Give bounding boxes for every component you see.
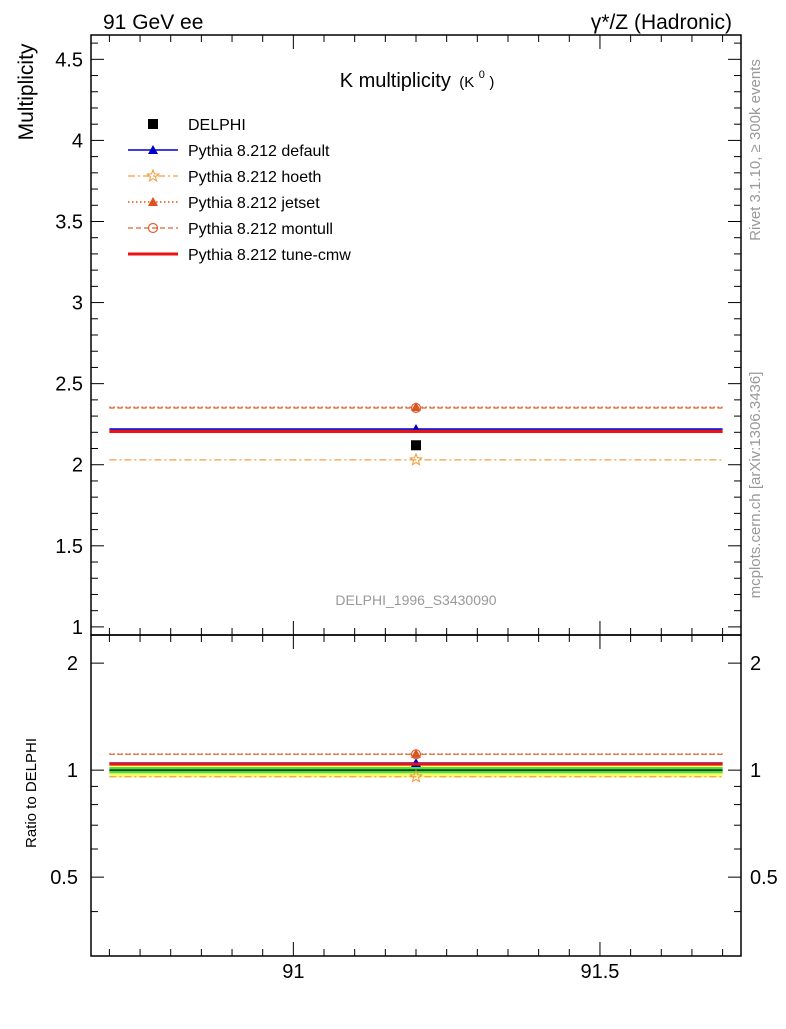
legend-label-montull: Pythia 8.212 montull	[188, 221, 333, 238]
ratio-plot-frame	[90, 634, 742, 957]
main-marker-hoeth	[408, 452, 424, 466]
analysis-label: DELPHI_1996_S3430090	[335, 592, 496, 608]
legend-marker-hoeth	[145, 168, 161, 183]
legend-label-jetset: Pythia 8.212 jetset	[188, 195, 320, 212]
ratio-marker-jetset	[411, 748, 421, 758]
main-marker-montull	[410, 402, 422, 414]
legend-marker-jetset	[148, 197, 158, 206]
main-y-tick-label: 3.5	[55, 211, 83, 233]
ratio-y-tick-label-left: 2	[67, 653, 78, 675]
main-y-tick-label: 4	[72, 130, 83, 152]
ratio-y-tick-label-right: 2	[750, 653, 761, 675]
legend-label-hoeth: Pythia 8.212 hoeth	[188, 169, 321, 186]
main-y-tick-label: 4.5	[55, 49, 83, 71]
main-marker-jetset	[411, 402, 421, 412]
main-y-tick-label: 2	[72, 455, 83, 477]
ratio-marker-hoeth	[408, 769, 424, 783]
plot-title: K multiplicity (K 0 )	[340, 65, 495, 92]
ratio-y-tick-label-left: 0.5	[50, 867, 78, 889]
legend-marker-default	[148, 145, 158, 154]
rivet-label: Rivet 3.1.10, ≥ 300k events	[747, 59, 764, 241]
ratio-series-group	[109, 748, 723, 783]
ratio-y-tick-label-left: 1	[67, 760, 78, 782]
main-axis-ticks: 1 1.5 2 2.5 3 3.5 4 4.5	[55, 35, 741, 639]
legend-marker-data	[148, 119, 158, 129]
mcplots-label: mcplots.cern.ch [arXiv:1306.3436]	[747, 372, 764, 599]
main-y-axis-label: Multiplicity	[15, 43, 38, 140]
main-y-tick-label: 2.5	[55, 374, 83, 396]
main-marker-data	[411, 440, 421, 451]
plot-title-main: K multiplicity	[340, 70, 451, 92]
main-y-tick-label: 1	[72, 617, 83, 639]
main-y-tick-label: 3	[72, 293, 83, 315]
legend: DELPHI Pythia 8.212 default Pythia 8.212 h…	[128, 117, 351, 264]
main-y-tick-label: 1.5	[55, 536, 83, 558]
ratio-y-axis-label: Ratio to DELPHI	[23, 738, 40, 848]
plot-title-sub: (K	[459, 74, 474, 91]
plot-title-sup: 0	[479, 69, 485, 81]
plot-title-close: )	[489, 74, 494, 91]
legend-label-default: Pythia 8.212 default	[188, 143, 330, 160]
legend-label-tune_cmw: Pythia 8.212 tune-cmw	[188, 247, 351, 264]
ratio-marker-montull	[410, 749, 422, 760]
legend-label-data: DELPHI	[188, 117, 246, 134]
header-left-label: 91 GeV ee	[103, 11, 203, 34]
header-right-label: γ*/Z (Hadronic)	[591, 11, 732, 34]
x-tick-label: 91.5	[580, 961, 619, 983]
ratio-y-tick-label-right: 0.5	[750, 867, 778, 889]
x-tick-label: 91	[282, 961, 304, 983]
main-series-group	[109, 402, 723, 466]
ratio-axis-ticks: 0.5 0.5 1 1 2 2 91 91.5	[50, 635, 778, 983]
ratio-y-tick-label-right: 1	[750, 760, 761, 782]
legend-marker-montull	[147, 222, 159, 234]
